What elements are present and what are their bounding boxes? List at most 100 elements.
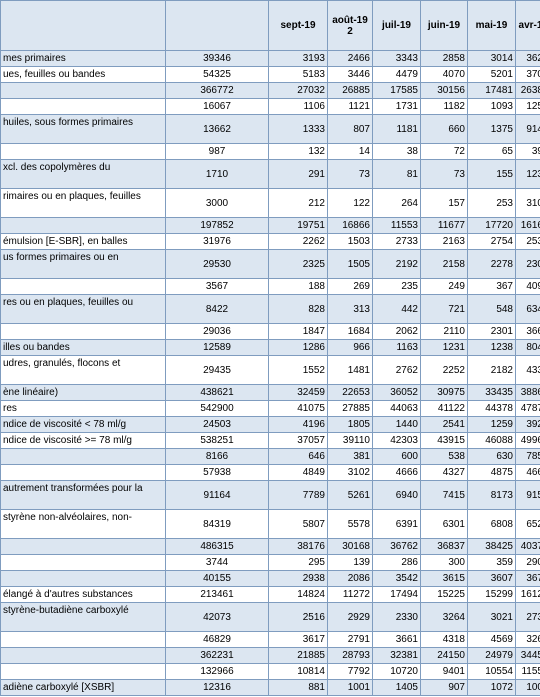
total-cell: 3744 (165, 554, 269, 571)
value-cell: 6808 (467, 509, 516, 539)
value-cell: 359 (467, 554, 516, 571)
value-cell: 362 (515, 50, 540, 67)
value-cell: 1503 (327, 233, 373, 250)
value-cell: 39 (515, 143, 540, 160)
total-cell: 40155 (165, 570, 269, 587)
value-cell: 286 (372, 554, 421, 571)
value-cell: 122 (327, 188, 373, 218)
value-cell: 548 (467, 294, 516, 324)
value-cell: 966 (327, 339, 373, 356)
value-cell: 1155 (515, 663, 540, 680)
value-cell: 367 (467, 278, 516, 295)
value-cell: 3445 (515, 647, 540, 664)
header-cell: sept-19 (268, 0, 328, 51)
table-row: rimaires ou en plaques, feuilles 3000 212 1… (0, 188, 540, 218)
value-cell: 73 (420, 159, 468, 189)
row-label: adiène carboxylé [XSBR] (0, 679, 166, 696)
table-row: élangé à d'autres substances 213461 14824 1… (0, 586, 540, 603)
header-cell (165, 0, 269, 51)
total-cell: 12589 (165, 339, 269, 356)
total-cell: 31976 (165, 233, 269, 250)
row-label (0, 464, 166, 481)
total-cell: 84319 (165, 509, 269, 539)
row-label: illes ou bandes (0, 339, 166, 356)
value-cell: 157 (420, 188, 468, 218)
value-cell: 1505 (327, 249, 373, 279)
value-cell: 14 (327, 143, 373, 160)
table-row: adiène carboxylé [XSBR] 12316 881 1001 1405 9… (0, 679, 540, 696)
value-cell: 5261 (327, 480, 373, 510)
value-cell: 22653 (327, 384, 373, 401)
value-cell: 881 (268, 679, 328, 696)
value-cell: 646 (268, 448, 328, 465)
value-cell: 433 (515, 355, 540, 385)
value-cell: 4479 (372, 66, 421, 83)
value-cell: 2516 (268, 602, 328, 632)
value-cell: 4849 (268, 464, 328, 481)
value-cell: 28793 (327, 647, 373, 664)
value-cell: 4666 (372, 464, 421, 481)
value-cell: 188 (268, 278, 328, 295)
value-cell: 17494 (372, 586, 421, 603)
table-row: huiles, sous formes primaires 13662 1333 80… (0, 114, 540, 144)
value-cell: 2762 (372, 355, 421, 385)
value-cell: 11553 (372, 217, 421, 234)
value-cell: 313 (327, 294, 373, 324)
value-cell: 1238 (467, 339, 516, 356)
value-cell: 2330 (372, 602, 421, 632)
value-cell: 3021 (467, 602, 516, 632)
value-cell: 1231 (420, 339, 468, 356)
row-label: ues, feuilles ou bandes (0, 66, 166, 83)
value-cell: 785 (515, 448, 540, 465)
total-cell: 362231 (165, 647, 269, 664)
total-cell: 54325 (165, 66, 269, 83)
table-row: 5793848493102466643274875466 (0, 464, 540, 481)
total-cell: 91164 (165, 480, 269, 510)
table-row: 19785219751168661155311677177201616 (0, 217, 540, 234)
value-cell: 24979 (467, 647, 516, 664)
value-cell: 41075 (268, 400, 328, 417)
table-row: 132966108147792107209401105541155 (0, 663, 540, 680)
value-cell: 1121 (327, 98, 373, 115)
table-row: xcl. des copolymères du 1710 291 73 81 73 155 1… (0, 159, 540, 189)
value-cell: 1181 (372, 114, 421, 144)
table-row: 4015529382086354236153607367 (0, 570, 540, 587)
value-cell: 3617 (268, 631, 328, 648)
value-cell: 42303 (372, 432, 421, 449)
value-cell: 381 (327, 448, 373, 465)
value-cell: 4327 (420, 464, 468, 481)
value-cell: 3446 (327, 66, 373, 83)
value-cell: 212 (268, 188, 328, 218)
row-label: rimaires ou en plaques, feuilles (0, 188, 166, 218)
table-row: 2903618471684206221102301366 (0, 323, 540, 340)
value-cell: 634 (515, 294, 540, 324)
value-cell: 10720 (372, 663, 421, 680)
value-cell: 5807 (268, 509, 328, 539)
row-label (0, 631, 166, 648)
row-label: ndice de viscosité >= 78 ml/g (0, 432, 166, 449)
value-cell: 249 (420, 278, 468, 295)
total-cell: 3567 (165, 278, 269, 295)
value-cell: 3102 (327, 464, 373, 481)
value-cell: 7415 (420, 480, 468, 510)
value-cell: 46088 (467, 432, 516, 449)
value-cell: 15299 (467, 586, 516, 603)
header-cell: avr-1 (515, 0, 540, 51)
value-cell: 139 (327, 554, 373, 571)
value-cell: 3886 (515, 384, 540, 401)
value-cell: 3615 (420, 570, 468, 587)
value-cell: 1440 (372, 416, 421, 433)
value-cell: 41122 (420, 400, 468, 417)
value-cell: 5201 (467, 66, 516, 83)
row-label (0, 217, 166, 234)
row-label: res (0, 400, 166, 417)
table-row: 48631538176301683676236837384254037 (0, 538, 540, 555)
row-label: us formes primaires ou en (0, 249, 166, 279)
value-cell: 295 (268, 554, 328, 571)
value-cell: 10814 (268, 663, 328, 680)
value-cell: 3661 (372, 631, 421, 648)
row-label (0, 538, 166, 555)
